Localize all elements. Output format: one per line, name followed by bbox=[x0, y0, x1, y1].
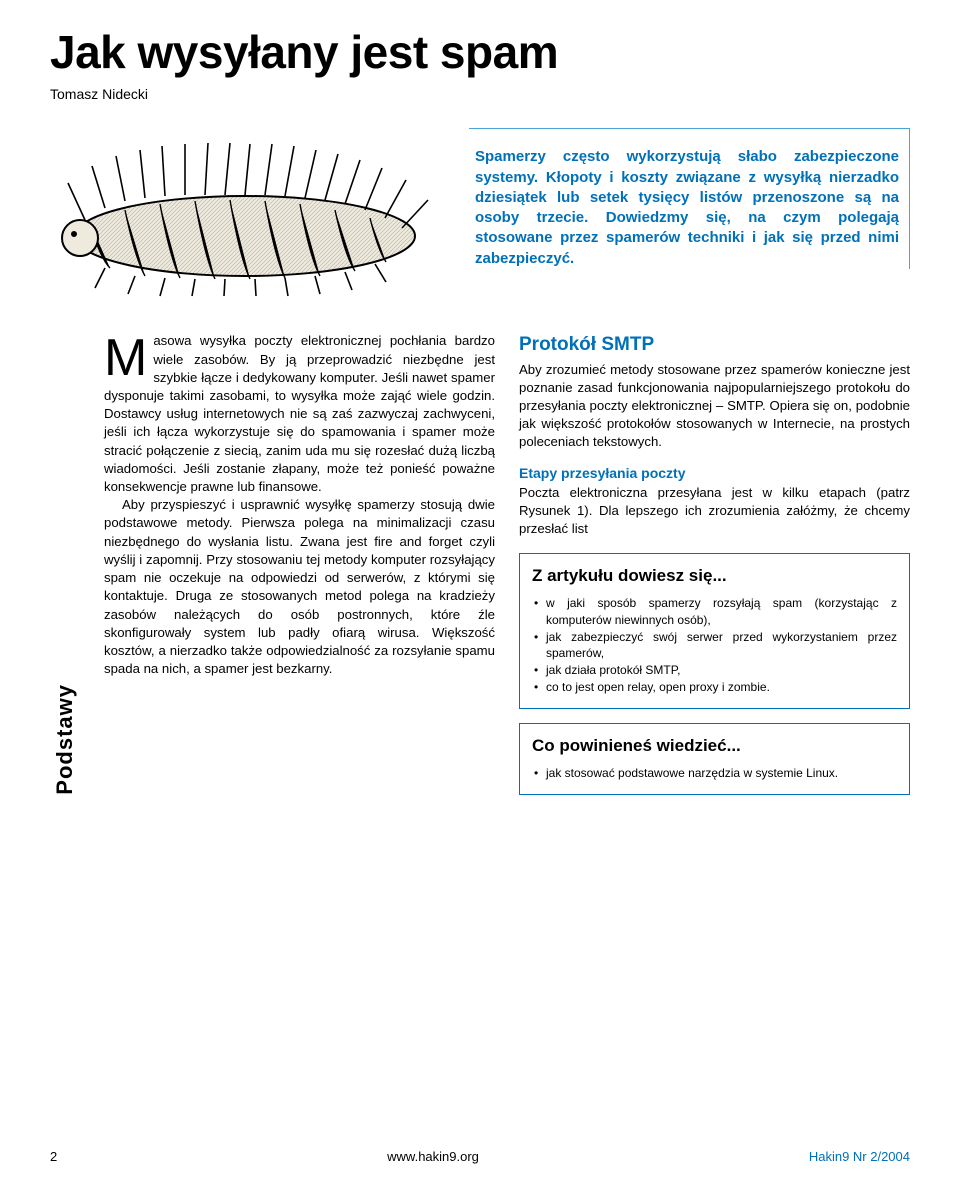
info-box-learn: Z artykułu dowiesz się... w jaki sposób … bbox=[519, 553, 910, 709]
column-left: Masowa wysyłka poczty elektronicznej poc… bbox=[104, 332, 495, 795]
page-number: 2 bbox=[50, 1149, 57, 1164]
list-item: jak stosować podstawowe narzędzia w syst… bbox=[532, 765, 897, 782]
body-paragraph: Masowa wysyłka poczty elektronicznej poc… bbox=[104, 332, 495, 496]
hero-illustration bbox=[50, 128, 445, 298]
list-item: jak zabezpieczyć swój serwer przed wykor… bbox=[532, 629, 897, 663]
lede-text: Spamerzy często wykorzystują słabo zabez… bbox=[475, 147, 899, 269]
side-section-label: Podstawy bbox=[52, 634, 78, 795]
lede-box: Spamerzy często wykorzystują słabo zabez… bbox=[469, 128, 910, 269]
info-box-prereq: Co powinieneś wiedzieć... jak stosować p… bbox=[519, 723, 910, 795]
info-box-title: Co powinieneś wiedzieć... bbox=[532, 734, 897, 757]
info-box-title: Z artykułu dowiesz się... bbox=[532, 564, 897, 587]
info-box-list: w jaki sposób spamerzy rozsyłają spam (k… bbox=[532, 595, 897, 696]
body-text: asowa wysyłka poczty elektronicznej poch… bbox=[104, 333, 495, 494]
body-paragraph: Aby przyspieszyć i usprawnić wysyłkę spa… bbox=[104, 496, 495, 678]
page-footer: 2 www.hakin9.org Hakin9 Nr 2/2004 bbox=[50, 1149, 910, 1164]
column-right: Protokół SMTP Aby zrozumieć metody stoso… bbox=[519, 332, 910, 795]
list-item: co to jest open relay, open proxy i zomb… bbox=[532, 679, 897, 696]
list-item: w jaki sposób spamerzy rozsyłają spam (k… bbox=[532, 595, 897, 629]
body-paragraph: Aby zrozumieć metody stosowane przez spa… bbox=[519, 361, 910, 452]
author-name: Tomasz Nidecki bbox=[50, 86, 910, 102]
footer-site: www.hakin9.org bbox=[387, 1149, 479, 1164]
page-title: Jak wysyłany jest spam bbox=[50, 28, 910, 76]
section-heading: Protokół SMTP bbox=[519, 332, 910, 358]
info-box-list: jak stosować podstawowe narzędzia w syst… bbox=[532, 765, 897, 782]
body-paragraph: Poczta elektroniczna przesyłana jest w k… bbox=[519, 484, 910, 539]
drop-cap: M bbox=[104, 332, 153, 380]
list-item: jak działa protokół SMTP, bbox=[532, 662, 897, 679]
subsection-heading: Etapy przesyłania poczty bbox=[519, 464, 910, 483]
footer-issue: Hakin9 Nr 2/2004 bbox=[809, 1149, 910, 1164]
